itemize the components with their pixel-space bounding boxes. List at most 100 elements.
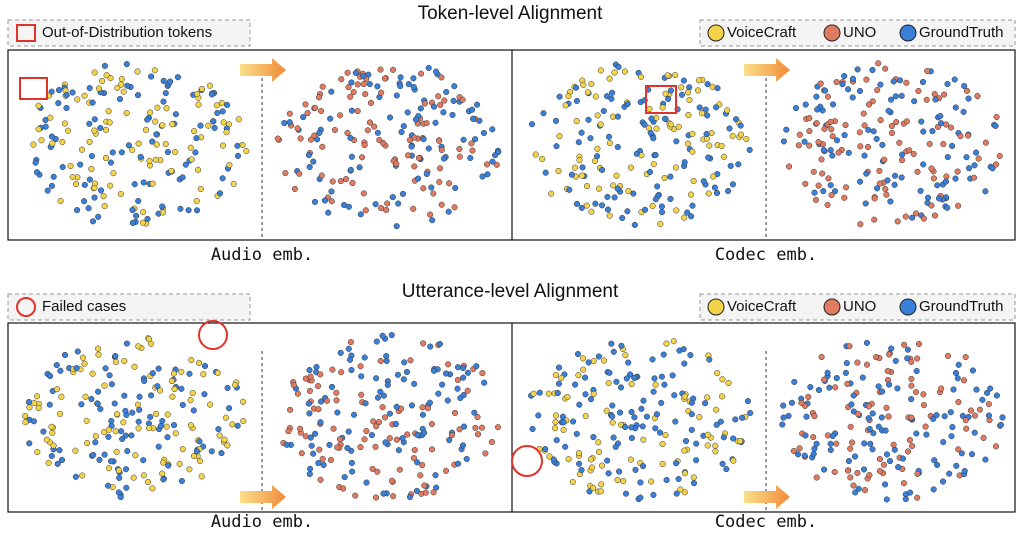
- scatter-point: [35, 102, 42, 109]
- scatter-point: [704, 442, 711, 449]
- scatter-point: [133, 212, 140, 219]
- scatter-point: [129, 219, 136, 226]
- scatter-point: [302, 433, 309, 440]
- scatter-point: [675, 475, 682, 483]
- scatter-point: [821, 87, 829, 94]
- scatter-point: [955, 446, 962, 453]
- scatter-point: [196, 438, 203, 445]
- scatter-point: [350, 89, 357, 96]
- scatter-point: [912, 389, 920, 396]
- scatter-point: [631, 221, 638, 228]
- scatter-point: [112, 428, 119, 435]
- scatter-point: [172, 111, 179, 118]
- content: Token-level Alignment Out-of-Distribution…: [7, 3, 1016, 532]
- scatter-point: [375, 419, 383, 426]
- scatter-point: [579, 355, 587, 362]
- scatter-point: [827, 440, 834, 447]
- scatter-point: [696, 414, 703, 421]
- scatter-point: [614, 143, 621, 151]
- scatter-point: [914, 470, 921, 477]
- scatter-point: [583, 183, 591, 190]
- scatter-point: [967, 407, 974, 414]
- scatter-point: [882, 65, 889, 72]
- scatter-point: [865, 415, 872, 422]
- scatter-point: [297, 135, 304, 142]
- scatter-point: [835, 149, 842, 156]
- scatter-point: [920, 161, 927, 168]
- scatter-point: [963, 425, 970, 432]
- scatter-point: [924, 194, 932, 201]
- scatter-point: [553, 143, 560, 150]
- scatter-point: [608, 95, 615, 102]
- scatter-point: [815, 139, 822, 146]
- scatter-point: [405, 81, 412, 88]
- scatter-point: [827, 446, 834, 454]
- scatter-point: [627, 164, 634, 171]
- scatter-point: [464, 387, 471, 394]
- scatter-point: [72, 181, 80, 188]
- scatter-point: [235, 116, 242, 123]
- scatter-point: [582, 391, 589, 398]
- scatter-point: [438, 146, 445, 154]
- scatter-point: [874, 185, 881, 192]
- scatter-point: [627, 371, 634, 378]
- scatter-point: [725, 379, 732, 387]
- scatter-point: [693, 457, 700, 464]
- scatter-point: [360, 190, 367, 197]
- scatter-point: [829, 133, 836, 140]
- scatter-point: [594, 153, 601, 160]
- scatter-point: [281, 120, 288, 127]
- scatter-point: [979, 396, 986, 403]
- scatter-point: [807, 384, 814, 391]
- scatter-point: [677, 486, 684, 493]
- scatter-point: [286, 110, 293, 117]
- scatter-point: [177, 205, 184, 212]
- scatter-point: [785, 412, 792, 419]
- scatter-point: [954, 168, 961, 175]
- scatter-point: [693, 440, 700, 447]
- scatter-point: [880, 461, 887, 468]
- scatter-point: [85, 205, 92, 212]
- scatter-point: [996, 152, 1003, 160]
- scatter-point: [364, 127, 371, 134]
- scatter-point: [678, 84, 685, 91]
- scatter-point: [481, 379, 488, 386]
- scatter-point: [888, 129, 896, 137]
- scatter-point: [135, 140, 142, 147]
- scatter-point: [681, 393, 688, 400]
- scatter-point: [705, 154, 712, 161]
- scatter-point: [820, 146, 827, 154]
- scatter-point: [621, 68, 628, 75]
- scatter-point: [661, 174, 668, 182]
- scatter-point: [919, 78, 927, 86]
- scatter-point: [149, 180, 156, 187]
- legend-label: VoiceCraft: [727, 24, 797, 41]
- scatter-point: [218, 99, 225, 106]
- scatter-point: [168, 377, 176, 385]
- scatter-point: [688, 426, 695, 433]
- scatter-point: [713, 421, 720, 428]
- scatter-point: [620, 478, 627, 485]
- scatter-point: [129, 409, 136, 416]
- scatter-point: [845, 149, 852, 156]
- scatter-point: [878, 414, 885, 421]
- scatter-point: [827, 147, 834, 154]
- scatter-point: [86, 138, 93, 145]
- scatter-point: [719, 460, 726, 467]
- scatter-point: [605, 379, 612, 387]
- scatter-point: [665, 95, 672, 102]
- scatter-point: [122, 407, 129, 414]
- scatter-point: [568, 171, 575, 178]
- scatter-point: [72, 473, 79, 480]
- scatter-point: [555, 364, 563, 371]
- scatter-point: [435, 390, 442, 397]
- scatter-point: [685, 89, 692, 96]
- scatter-point: [935, 195, 943, 202]
- scatter-point: [884, 367, 891, 375]
- scatter-point: [114, 84, 121, 91]
- scatter-point: [337, 178, 344, 185]
- scatter-point: [659, 441, 666, 448]
- scatter-point: [388, 332, 395, 339]
- scatter-point: [882, 427, 889, 434]
